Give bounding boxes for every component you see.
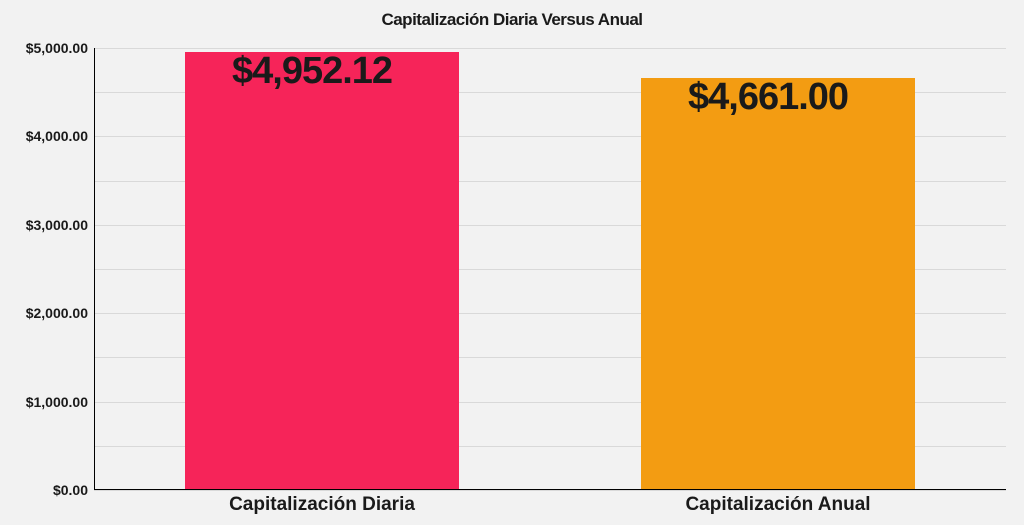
chart-container: Capitalización Diaria Versus Anual $0.00… <box>0 0 1024 525</box>
bar-value-label: $4,661.00 <box>688 76 848 119</box>
bar <box>185 52 459 490</box>
bar-value-label: $4,952.12 <box>232 50 392 93</box>
y-axis-tick: $3,000.00 <box>26 217 94 233</box>
x-axis <box>94 489 1006 490</box>
x-axis-category: Capitalización Anual <box>685 490 870 516</box>
grid-line <box>94 48 1006 49</box>
x-axis-category: Capitalización Diaria <box>229 490 415 516</box>
y-axis-tick: $2,000.00 <box>26 305 94 321</box>
y-axis-tick: $1,000.00 <box>26 394 94 410</box>
plot-area: $0.00$1,000.00$2,000.00$3,000.00$4,000.0… <box>94 48 1006 490</box>
y-axis <box>94 48 95 490</box>
bar <box>641 78 915 490</box>
y-axis-tick: $5,000.00 <box>26 40 94 56</box>
y-axis-tick: $0.00 <box>53 482 94 498</box>
y-axis-tick: $4,000.00 <box>26 128 94 144</box>
chart-title: Capitalización Diaria Versus Anual <box>0 10 1024 30</box>
